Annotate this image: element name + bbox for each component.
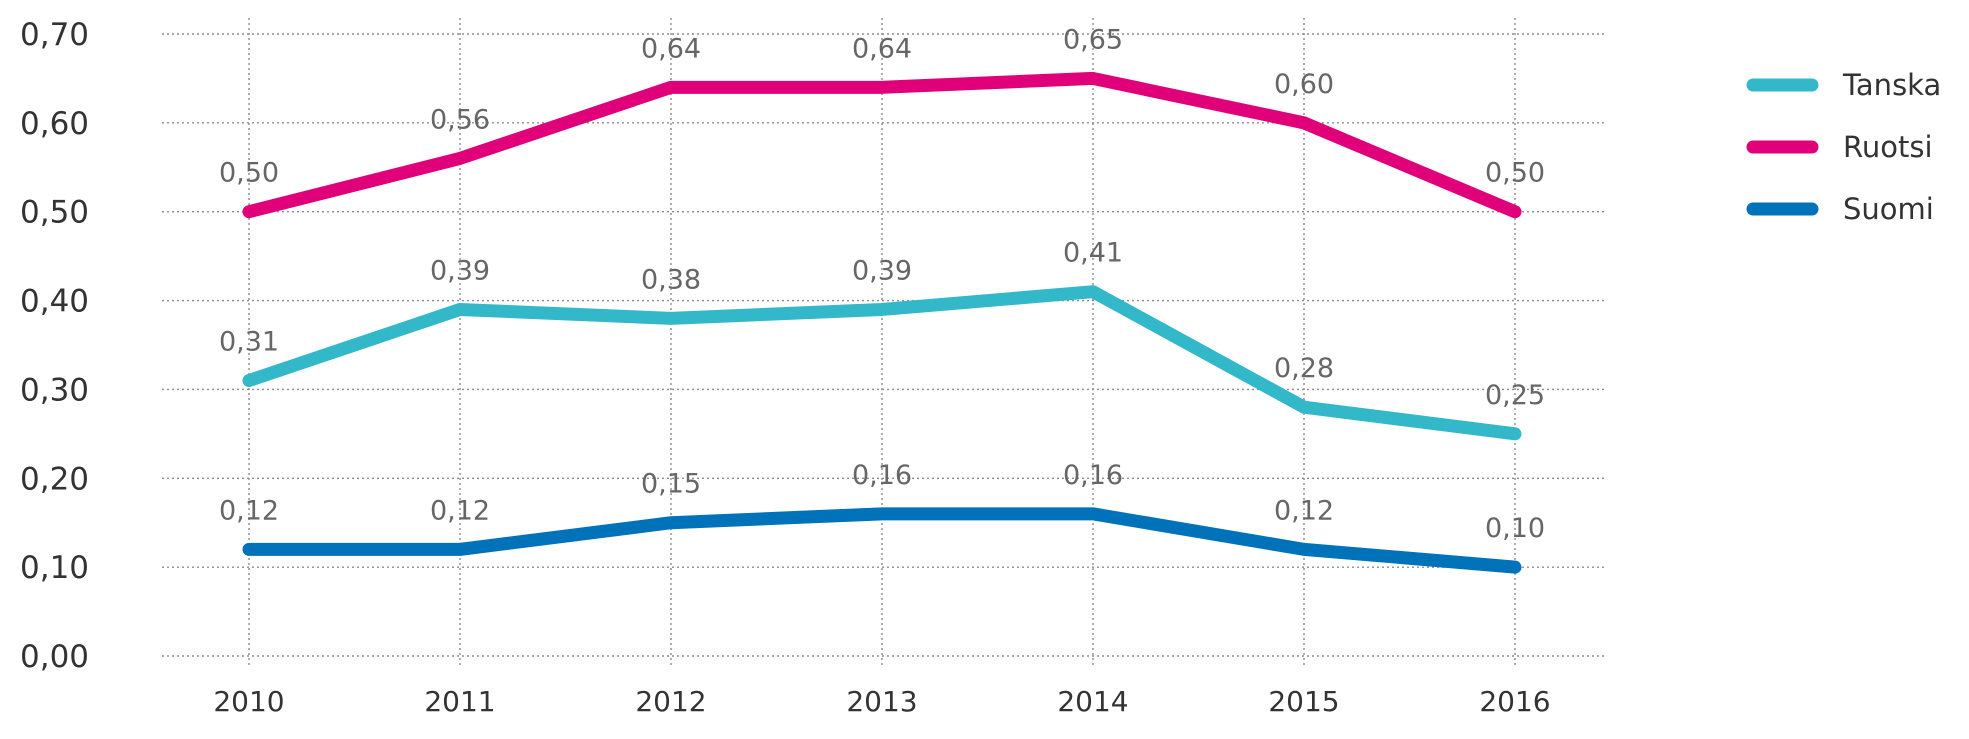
data-label-suomi: 0,12 bbox=[219, 495, 279, 526]
data-label-tanska: 0,39 bbox=[430, 255, 490, 286]
legend: Tanska Ruotsi Suomi bbox=[1746, 68, 1941, 226]
data-label-tanska: 0,25 bbox=[1485, 380, 1545, 411]
x-tick-label: 2016 bbox=[1479, 685, 1550, 718]
x-tick-label: 2013 bbox=[846, 685, 917, 718]
x-tick-label: 2011 bbox=[424, 685, 495, 718]
data-label-ruotsi: 0,65 bbox=[1063, 24, 1123, 55]
data-label-tanska: 0,41 bbox=[1063, 238, 1123, 269]
y-tick-label: 0,30 bbox=[20, 372, 89, 408]
x-tick-label: 2012 bbox=[635, 685, 706, 718]
data-label-suomi: 0,10 bbox=[1485, 513, 1545, 544]
data-label-tanska: 0,28 bbox=[1274, 353, 1334, 384]
series-line-tanska bbox=[242, 285, 1522, 441]
x-tick-label: 2010 bbox=[213, 685, 284, 718]
data-label-suomi: 0,16 bbox=[852, 460, 912, 491]
x-tick-label: 2015 bbox=[1268, 685, 1339, 718]
data-label-ruotsi: 0,50 bbox=[219, 158, 279, 189]
series-lines bbox=[242, 71, 1522, 574]
series-line-ruotsi bbox=[242, 71, 1522, 219]
legend-label-tanska: Tanska bbox=[1842, 68, 1941, 102]
legend-label-ruotsi: Ruotsi bbox=[1843, 130, 1933, 164]
y-tick-label: 0,20 bbox=[20, 461, 89, 497]
y-tick-label: 0,70 bbox=[20, 17, 89, 53]
data-label-ruotsi: 0,60 bbox=[1274, 69, 1334, 100]
y-tick-label: 0,40 bbox=[20, 284, 89, 320]
x-tick-label: 2014 bbox=[1057, 685, 1128, 718]
data-label-ruotsi: 0,64 bbox=[852, 33, 912, 64]
data-label-ruotsi: 0,64 bbox=[641, 33, 701, 64]
data-label-suomi: 0,16 bbox=[1063, 460, 1123, 491]
data-label-tanska: 0,38 bbox=[641, 264, 701, 295]
y-tick-label: 0,60 bbox=[20, 106, 89, 142]
x-axis-ticks: 2010 2011 2012 2013 2014 2015 2016 bbox=[213, 685, 1550, 718]
y-tick-label: 0,50 bbox=[20, 195, 89, 231]
y-tick-label: 0,00 bbox=[20, 639, 89, 675]
y-tick-label: 0,10 bbox=[20, 550, 89, 586]
data-labels: 0,31 0,39 0,38 0,39 0,41 0,28 0,25 0,50 0,56 0,64… bbox=[219, 24, 1545, 544]
legend-label-suomi: Suomi bbox=[1843, 192, 1934, 226]
data-label-tanska: 0,31 bbox=[219, 327, 279, 358]
data-label-suomi: 0,15 bbox=[641, 469, 701, 500]
y-axis-ticks: 0,00 0,10 0,20 0,30 0,40 0,50 0,60 0,70 bbox=[20, 17, 89, 675]
grid-lines bbox=[162, 18, 1604, 666]
data-label-ruotsi: 0,50 bbox=[1485, 158, 1545, 189]
series-line-suomi bbox=[242, 507, 1522, 574]
data-label-suomi: 0,12 bbox=[1274, 495, 1334, 526]
data-label-ruotsi: 0,56 bbox=[430, 104, 490, 135]
data-label-tanska: 0,39 bbox=[852, 255, 912, 286]
data-label-suomi: 0,12 bbox=[430, 495, 490, 526]
